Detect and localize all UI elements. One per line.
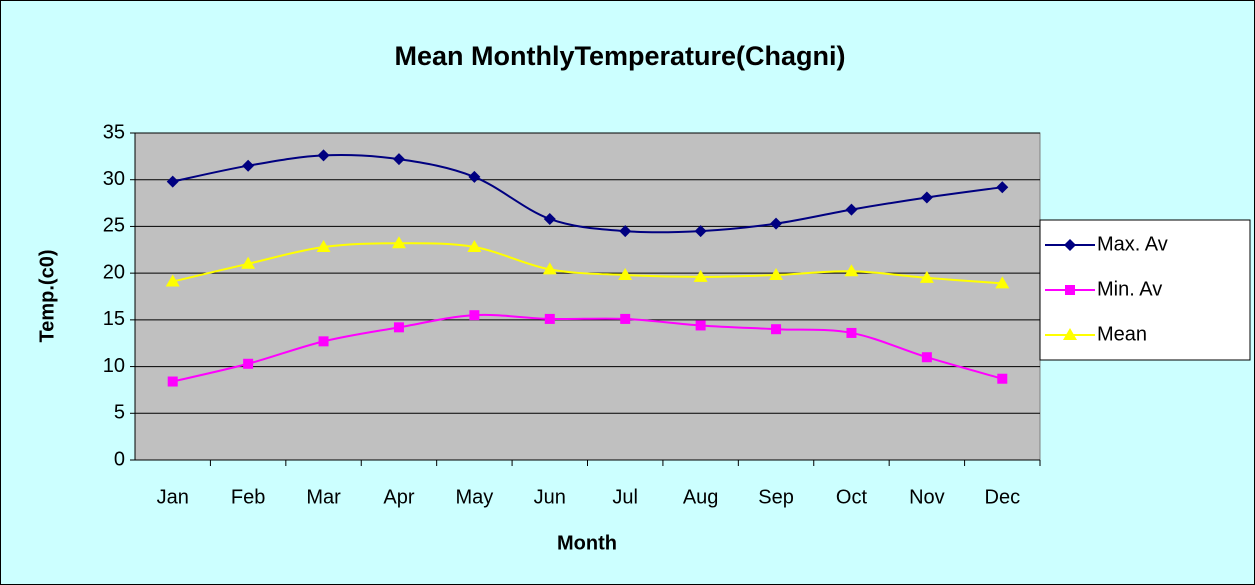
x-tick-label: Oct — [836, 486, 868, 508]
series-line — [172, 313, 1003, 383]
legend-marker — [1065, 285, 1075, 295]
data-point — [620, 313, 631, 324]
data-point — [391, 236, 406, 249]
legend-label: Max. Av — [1097, 233, 1168, 255]
data-point — [165, 274, 180, 287]
data-point — [544, 313, 555, 324]
x-tick-label: Feb — [231, 486, 265, 508]
plot-area — [134, 132, 1041, 461]
data-point — [995, 276, 1010, 289]
data-point — [542, 262, 557, 275]
series-line — [172, 242, 1003, 285]
legend-marker — [1064, 239, 1076, 251]
data-point — [619, 225, 632, 238]
data-point — [844, 264, 859, 277]
data-point — [997, 373, 1008, 384]
y-tick-label: 15 — [103, 308, 125, 330]
data-point — [921, 352, 932, 363]
data-point — [919, 270, 934, 283]
data-point — [694, 225, 707, 238]
data-point — [317, 149, 330, 162]
x-tick-label: Jun — [534, 486, 566, 508]
data-point — [846, 327, 857, 338]
legend-label: Min. Av — [1097, 278, 1162, 300]
data-point — [167, 376, 178, 387]
data-point — [318, 336, 329, 347]
data-point — [468, 170, 481, 183]
legend-label: Mean — [1097, 323, 1147, 345]
x-tick-label: Jan — [157, 486, 189, 508]
y-tick-label: 10 — [103, 355, 125, 377]
data-point — [469, 310, 480, 321]
data-point — [393, 322, 404, 333]
x-axis-label: Month — [557, 532, 617, 554]
y-tick-label: 25 — [103, 215, 125, 237]
x-tick-label: Jul — [612, 486, 638, 508]
data-point — [467, 239, 482, 252]
x-tick-label: Mar — [306, 486, 341, 508]
x-tick-label: Sep — [758, 486, 794, 508]
data-point — [695, 320, 706, 331]
data-point — [241, 256, 256, 269]
legend-marker — [1063, 328, 1077, 340]
data-point — [771, 324, 782, 335]
x-tick-label: Apr — [383, 486, 414, 508]
y-tick-label: 20 — [103, 261, 125, 283]
data-point — [242, 159, 255, 172]
chart-title: Mean MonthlyTemperature(Chagni) — [394, 41, 845, 71]
data-point — [920, 191, 933, 204]
x-tick-label: Aug — [683, 486, 719, 508]
x-tick-label: Dec — [985, 486, 1021, 508]
data-point — [770, 217, 783, 230]
data-point — [845, 203, 858, 216]
x-tick-label: May — [455, 486, 493, 508]
y-tick-label: 0 — [114, 448, 125, 470]
data-point — [769, 268, 784, 281]
data-point — [618, 268, 633, 281]
data-point — [316, 239, 331, 252]
y-tick-label: 30 — [103, 168, 125, 190]
data-point — [693, 269, 708, 282]
data-point — [392, 153, 405, 166]
data-point — [166, 175, 179, 188]
x-tick-label: Nov — [909, 486, 945, 508]
data-point — [243, 358, 254, 369]
y-tick-label: 35 — [103, 121, 125, 143]
y-tick-label: 5 — [114, 402, 125, 424]
data-point — [543, 212, 556, 225]
data-point — [996, 181, 1009, 194]
y-axis-label: Temp.(c0) — [36, 250, 58, 343]
